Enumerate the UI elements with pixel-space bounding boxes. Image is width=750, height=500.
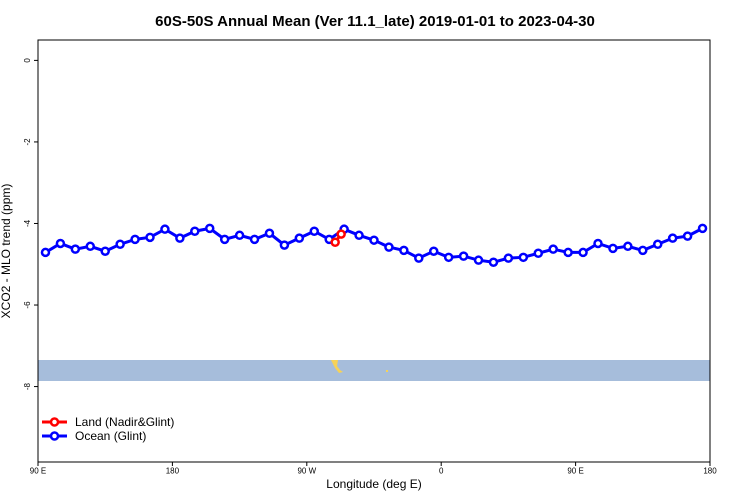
data-point [473,255,484,265]
data-point [204,223,215,234]
data-point [443,252,454,263]
data-point [503,253,514,263]
data-point [488,257,499,267]
data-point [294,233,305,243]
data-point [115,239,125,250]
y-tick-label: -8 [23,382,32,390]
data-point [697,223,708,234]
data-point [399,245,409,256]
x-axis-label: Longitude (deg E) [326,477,421,491]
x-tick-label: 90 E [567,467,583,476]
data-point [682,231,693,241]
data-point [279,240,290,250]
data-point [548,244,558,254]
data-point [608,243,618,254]
y-tick-label: 0 [23,58,32,63]
data-point [533,248,544,258]
data-point [55,238,66,249]
x-tick-label: 90 W [297,467,316,476]
x-tick-label: 0 [439,467,444,476]
legend-label: Land (Nadir&Glint) [75,415,174,429]
data-point [160,224,170,234]
y-tick-label: -2 [23,138,32,146]
data-point [249,234,260,245]
data-point [428,246,439,256]
legend-label: Ocean (Glint) [75,429,146,443]
x-tick-label: 90 E [30,467,46,476]
data-point [264,228,275,239]
data-point [219,234,230,245]
data-point [336,229,346,239]
legend-marker [49,417,60,427]
data-point [414,253,424,263]
data-point [190,226,200,236]
data-point [578,247,588,258]
data-point [652,239,663,250]
data-point [309,226,320,236]
data-point [234,230,245,241]
data-point [330,237,340,247]
data-point [354,230,364,241]
series-line [44,226,704,264]
data-point [384,242,394,252]
map-strip [38,360,710,381]
chart-title: 60S-50S Annual Mean (Ver 11.1_late) 2019… [155,13,595,30]
data-point [145,232,155,243]
data-point [623,241,633,252]
data-point [175,233,185,243]
data-point [638,245,648,256]
y-tick-label: -4 [23,219,32,227]
plot-frame [37,39,711,463]
data-point [70,244,81,254]
data-point [667,233,678,243]
x-tick-label: 180 [166,467,180,476]
data-point [563,247,573,258]
data-point [458,251,469,261]
data-point [85,241,96,252]
data-point [369,235,379,245]
data-point [518,252,529,263]
data-point [130,234,140,245]
data-point [593,238,603,249]
x-tick-label: 180 [703,467,717,476]
y-tick-label: -6 [23,301,32,309]
data-point [100,246,110,256]
data-point [40,247,51,258]
y-axis-label: XCO2 - MLO trend (ppm) [0,184,13,319]
legend-marker [49,431,60,441]
